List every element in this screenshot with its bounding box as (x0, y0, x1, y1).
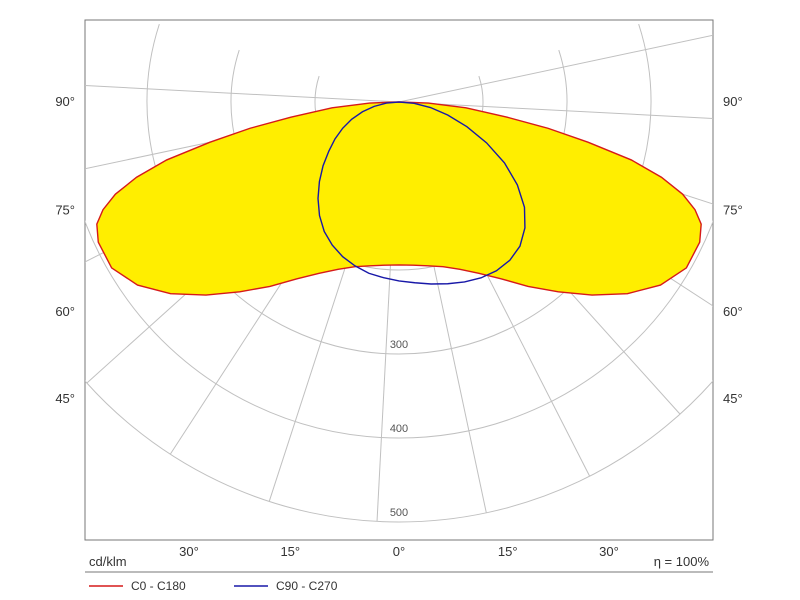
angle-label-left: 15° (280, 544, 300, 559)
legend-label: C90 - C270 (276, 579, 338, 593)
ring-label: 300 (390, 339, 408, 351)
angle-label-right: 75° (723, 203, 743, 218)
series-fill (97, 102, 701, 295)
legend-label: C0 - C180 (131, 579, 186, 593)
ring-label: 400 (390, 423, 408, 435)
series-group (97, 102, 701, 295)
angle-label-right: 60° (723, 304, 743, 319)
angle-label-right: 90° (723, 94, 743, 109)
unit-label: cd/klm (89, 554, 127, 569)
angle-label-left: 75° (55, 203, 75, 218)
eta-label: η = 100% (654, 554, 710, 569)
angle-label-right: 0° (393, 544, 405, 559)
ring-label: 500 (390, 507, 408, 519)
angle-label-left: 30° (179, 544, 199, 559)
angle-label-right: 30° (599, 544, 619, 559)
polar-chart-svg: 300 400 500 0° 15° 15° 30° 30° 45° 45° 60° 60° 75° 75… (0, 0, 800, 600)
angle-label-left: 45° (55, 391, 75, 406)
angle-label-right: 15° (498, 544, 518, 559)
polar-chart: 300 400 500 0° 15° 15° 30° 30° 45° 45° 60° 60° 75° 75… (0, 0, 800, 600)
angle-label-left: 90° (55, 94, 75, 109)
angle-label-left: 60° (55, 304, 75, 319)
angle-label-right: 45° (723, 391, 743, 406)
